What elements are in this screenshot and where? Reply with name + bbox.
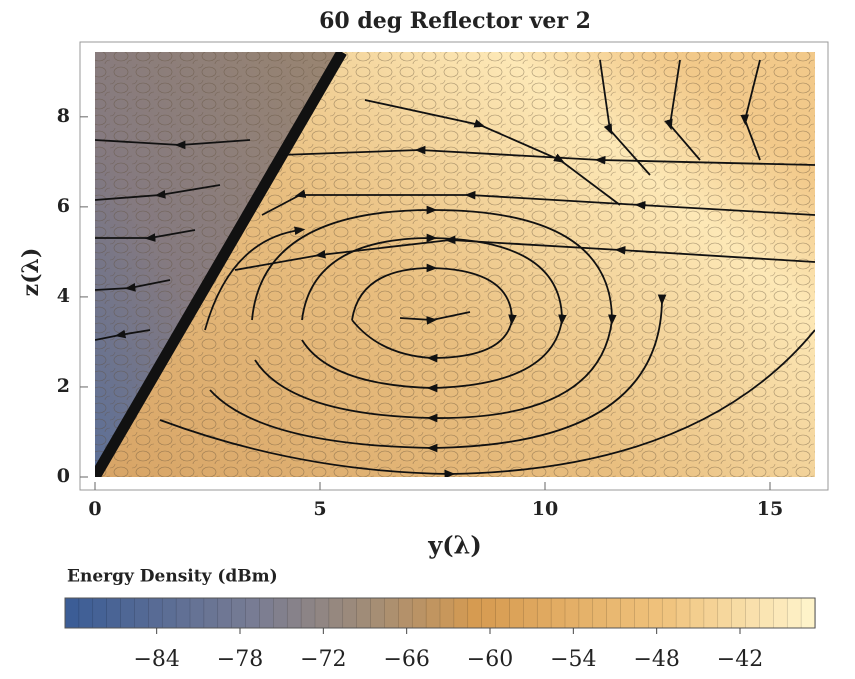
colorbar-swatch <box>134 597 150 629</box>
colorbar-swatch <box>370 597 386 629</box>
colorbar-swatch <box>78 597 94 629</box>
colorbar-swatch <box>106 597 122 629</box>
y-tick-label: 0 <box>57 465 70 487</box>
x-tick-label: 10 <box>532 498 558 520</box>
colorbar-swatch <box>773 597 788 629</box>
colorbar-swatch <box>439 597 455 629</box>
colorbar-swatch <box>189 597 205 629</box>
colorbar-tick-label: −42 <box>717 647 763 672</box>
y-tick-label: 6 <box>57 195 70 217</box>
chart-title: 60 deg Reflector ver 2 <box>319 8 591 34</box>
colorbar-swatch <box>800 597 816 629</box>
colorbar-swatch <box>634 597 650 629</box>
colorbar-swatch <box>245 597 261 629</box>
colorbar-tick-label: −48 <box>633 647 679 672</box>
colorbar-swatch <box>536 597 552 629</box>
colorbar-swatch <box>578 597 594 629</box>
colorbar-swatch <box>786 597 802 629</box>
colorbar-swatch <box>161 597 177 629</box>
colorbar-swatch <box>745 597 761 629</box>
colorbar-swatch <box>286 597 302 629</box>
colorbar-swatch <box>481 597 497 629</box>
x-tick-label: 0 <box>88 498 101 520</box>
colorbar-swatch <box>703 597 719 629</box>
colorbar-swatch <box>620 597 636 629</box>
colorbar-tick-label: −66 <box>383 647 429 672</box>
colorbar-swatch <box>203 597 219 629</box>
colorbar-swatch <box>592 597 608 629</box>
y-tick-label: 8 <box>57 105 70 127</box>
colorbar-swatch <box>550 597 566 629</box>
colorbar-tick-label: −60 <box>467 647 513 672</box>
colorbar-swatch <box>675 597 691 629</box>
field <box>95 52 815 477</box>
colorbar-swatch <box>328 597 344 629</box>
colorbar-swatch <box>217 597 233 629</box>
x-axis-label: y(λ) <box>427 531 481 560</box>
colorbar-swatch <box>231 597 247 629</box>
colorbar-swatch <box>731 597 747 629</box>
colorbar-swatch <box>564 597 580 629</box>
colorbar-swatch <box>398 597 413 629</box>
colorbar-swatch <box>175 597 191 629</box>
x-tick-label: 15 <box>757 498 783 520</box>
colorbar-label: Energy Density (dBm) <box>67 567 278 587</box>
colorbar-swatch <box>648 597 663 629</box>
colorbar-swatch <box>467 597 483 629</box>
colorbar-swatch <box>411 597 427 629</box>
x-tick-label: 5 <box>313 498 326 520</box>
colorbar-swatch <box>259 597 275 629</box>
colorbar-swatch <box>425 597 441 629</box>
colorbar-swatch <box>759 597 775 629</box>
colorbar-swatch <box>523 597 538 629</box>
colorbar-tick-label: −84 <box>133 647 179 672</box>
colorbar-swatch <box>314 597 330 629</box>
colorbar-swatch <box>509 597 525 629</box>
colorbar-swatch <box>342 597 358 629</box>
colorbar-swatch <box>606 597 622 629</box>
colorbar-swatch <box>717 597 733 629</box>
y-tick-label: 2 <box>57 375 70 397</box>
colorbar-swatch <box>453 597 469 629</box>
y-axis-label: z(λ) <box>18 248 44 297</box>
colorbar-swatch <box>120 597 136 629</box>
frame <box>79 41 829 491</box>
colorbar-swatch <box>64 597 80 629</box>
colorbar-swatch <box>356 597 372 629</box>
colorbar-swatch <box>148 597 163 629</box>
colorbar-border <box>64 597 816 629</box>
colorbar-swatch <box>661 597 677 629</box>
colorbar-swatch <box>495 597 511 629</box>
colorbar-swatch <box>689 597 705 629</box>
colorbar-swatch <box>273 597 288 629</box>
colorbar-tick-label: −78 <box>217 647 263 672</box>
colorbar-swatch <box>92 597 108 629</box>
colorbar-swatch <box>384 597 400 629</box>
colorbar-tick-label: −54 <box>550 647 596 672</box>
colorbar-tick-label: −72 <box>300 647 346 672</box>
colorbar-swatch <box>300 597 316 629</box>
y-tick-label: 4 <box>57 285 70 307</box>
